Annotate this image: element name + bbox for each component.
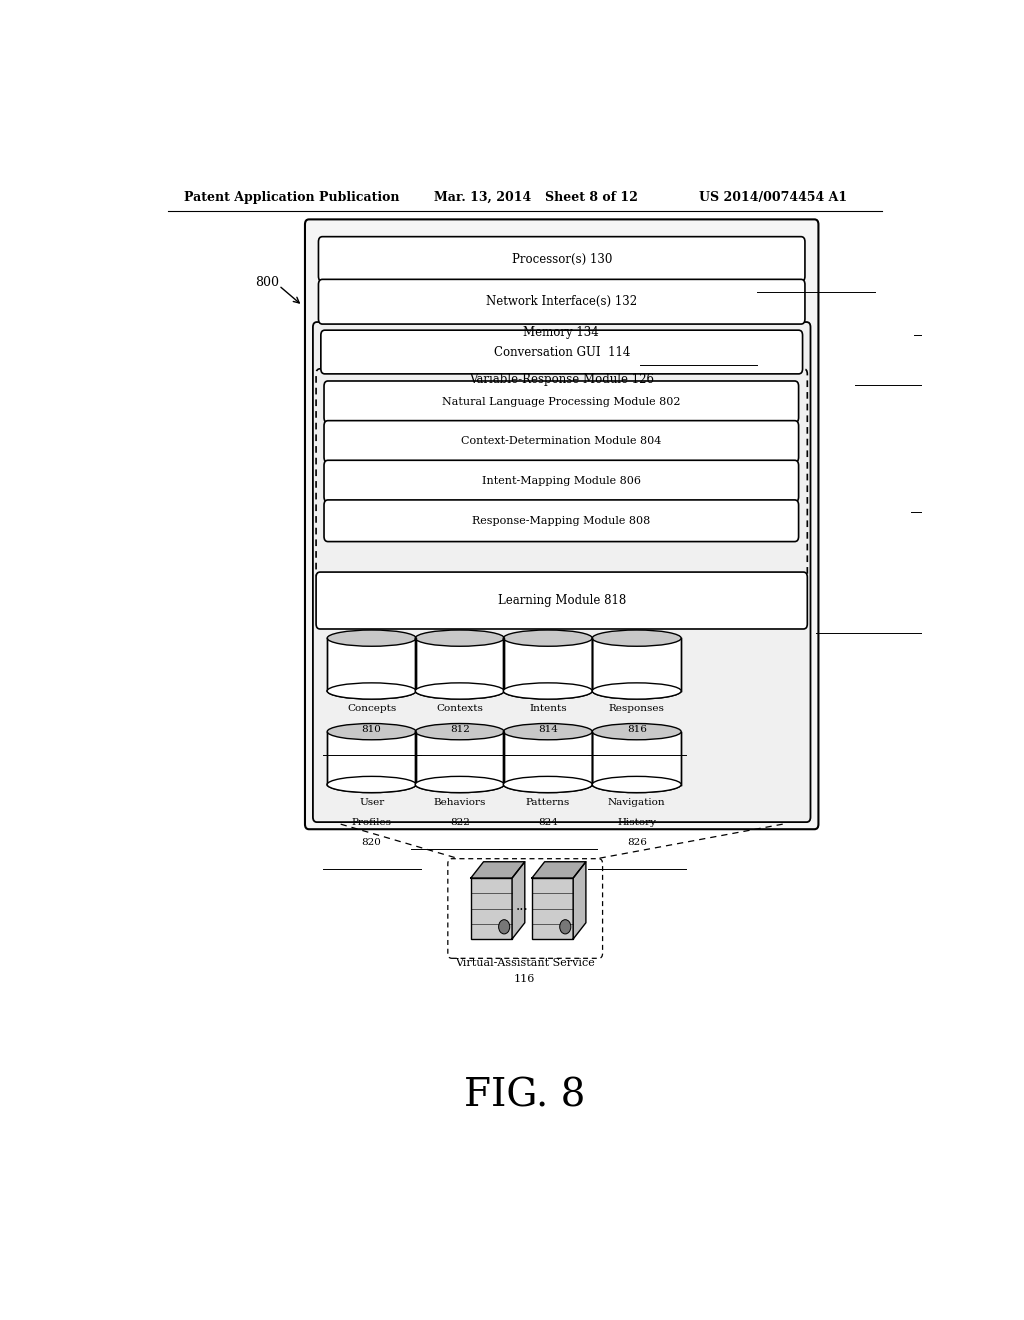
- Text: 800: 800: [255, 276, 279, 289]
- FancyBboxPatch shape: [313, 322, 811, 822]
- Text: Conversation GUI  114: Conversation GUI 114: [494, 346, 630, 359]
- Ellipse shape: [504, 723, 592, 739]
- Text: Responses: Responses: [608, 704, 665, 713]
- Ellipse shape: [592, 630, 681, 647]
- Text: Sheet 8 of 12: Sheet 8 of 12: [545, 190, 638, 203]
- Text: Behaviors: Behaviors: [433, 797, 486, 807]
- Ellipse shape: [328, 776, 416, 792]
- Text: 820: 820: [361, 838, 382, 847]
- Ellipse shape: [328, 682, 416, 700]
- Bar: [504, 731, 592, 784]
- Ellipse shape: [416, 682, 504, 700]
- Text: 816: 816: [627, 725, 646, 734]
- FancyBboxPatch shape: [316, 572, 807, 630]
- Bar: [531, 878, 573, 939]
- Ellipse shape: [328, 682, 416, 700]
- Bar: [504, 638, 592, 690]
- FancyBboxPatch shape: [324, 500, 799, 541]
- Polygon shape: [531, 862, 586, 878]
- Text: Learning Module 818: Learning Module 818: [498, 594, 626, 607]
- Bar: [328, 731, 416, 784]
- Circle shape: [560, 920, 570, 935]
- FancyBboxPatch shape: [305, 219, 818, 829]
- FancyBboxPatch shape: [324, 461, 799, 502]
- Ellipse shape: [592, 776, 681, 792]
- Text: ...: ...: [516, 899, 528, 913]
- Text: History: History: [617, 818, 656, 828]
- Polygon shape: [573, 862, 586, 939]
- Text: 812: 812: [450, 725, 470, 734]
- FancyBboxPatch shape: [447, 859, 602, 958]
- Ellipse shape: [416, 723, 504, 739]
- Circle shape: [499, 920, 510, 935]
- Text: Context-Determination Module 804: Context-Determination Module 804: [461, 437, 662, 446]
- Bar: [416, 731, 504, 784]
- Bar: [328, 731, 416, 784]
- Text: Profiles: Profiles: [351, 818, 391, 828]
- Text: Patterns: Patterns: [525, 797, 570, 807]
- Ellipse shape: [504, 776, 592, 792]
- Text: 822: 822: [450, 818, 470, 828]
- Bar: [416, 638, 504, 690]
- Ellipse shape: [592, 682, 681, 700]
- Bar: [471, 878, 512, 939]
- Ellipse shape: [328, 630, 416, 647]
- FancyBboxPatch shape: [316, 368, 807, 578]
- Ellipse shape: [504, 682, 592, 700]
- Text: Intent-Mapping Module 806: Intent-Mapping Module 806: [482, 477, 641, 486]
- Bar: [592, 731, 681, 784]
- Text: Intents: Intents: [529, 704, 566, 713]
- Text: 810: 810: [361, 725, 382, 734]
- Ellipse shape: [416, 682, 504, 700]
- Text: 824: 824: [538, 818, 558, 828]
- Bar: [504, 731, 592, 784]
- Ellipse shape: [592, 776, 681, 792]
- Ellipse shape: [592, 682, 681, 700]
- FancyBboxPatch shape: [324, 421, 799, 462]
- Ellipse shape: [416, 776, 504, 792]
- Text: FIG. 8: FIG. 8: [464, 1077, 586, 1114]
- Bar: [328, 638, 416, 690]
- Text: 814: 814: [538, 725, 558, 734]
- Text: Processor(s) 130: Processor(s) 130: [512, 252, 612, 265]
- Bar: [592, 638, 681, 690]
- Text: Response-Mapping Module 808: Response-Mapping Module 808: [472, 516, 650, 525]
- Text: Natural Language Processing Module 802: Natural Language Processing Module 802: [442, 397, 681, 407]
- Bar: [592, 638, 681, 690]
- Ellipse shape: [592, 723, 681, 739]
- FancyBboxPatch shape: [324, 381, 799, 422]
- Text: 116: 116: [514, 974, 536, 983]
- Ellipse shape: [416, 776, 504, 792]
- FancyBboxPatch shape: [318, 236, 805, 281]
- Text: Navigation: Navigation: [608, 797, 666, 807]
- Text: Contexts: Contexts: [436, 704, 483, 713]
- Ellipse shape: [504, 682, 592, 700]
- Text: User: User: [359, 797, 384, 807]
- Ellipse shape: [416, 630, 504, 647]
- Text: Network Interface(s) 132: Network Interface(s) 132: [486, 296, 637, 308]
- Bar: [416, 731, 504, 784]
- Bar: [416, 638, 504, 690]
- Text: Mar. 13, 2014: Mar. 13, 2014: [433, 190, 530, 203]
- FancyBboxPatch shape: [318, 280, 805, 325]
- Text: Variable-Response Module 126: Variable-Response Module 126: [469, 374, 653, 387]
- Text: US 2014/0074454 A1: US 2014/0074454 A1: [699, 190, 848, 203]
- Ellipse shape: [504, 776, 592, 792]
- Polygon shape: [471, 862, 524, 878]
- Ellipse shape: [504, 630, 592, 647]
- Polygon shape: [512, 862, 524, 939]
- Text: 826: 826: [627, 838, 646, 847]
- Text: Memory 134: Memory 134: [523, 326, 599, 339]
- FancyBboxPatch shape: [321, 330, 803, 374]
- Ellipse shape: [328, 776, 416, 792]
- Text: Virtual-Assistant Service: Virtual-Assistant Service: [455, 958, 595, 969]
- Text: Concepts: Concepts: [347, 704, 396, 713]
- Bar: [592, 731, 681, 784]
- Text: Patent Application Publication: Patent Application Publication: [183, 190, 399, 203]
- Ellipse shape: [328, 723, 416, 739]
- Bar: [504, 638, 592, 690]
- Bar: [328, 638, 416, 690]
